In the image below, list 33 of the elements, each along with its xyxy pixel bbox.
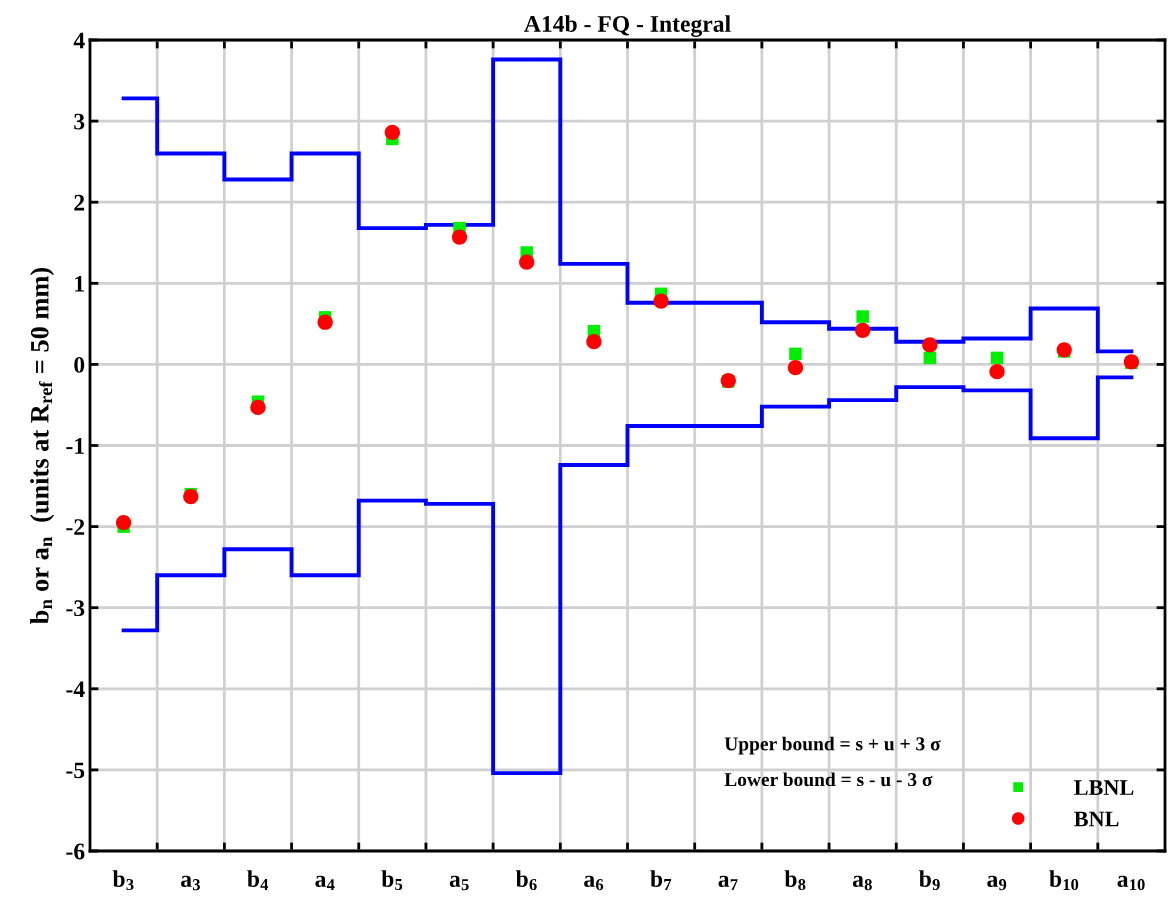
x-tick-label: b$_{9}$ <box>919 870 940 891</box>
y-tick-label: -4 <box>66 681 85 697</box>
legend-label: BNL <box>1074 811 1119 827</box>
x-tick-label: a$_{9}$ <box>987 875 1007 891</box>
x-tick-label: b$_{10}$ <box>1049 870 1079 891</box>
y-tick-label: 2 <box>74 194 85 211</box>
y-tick-label: -3 <box>66 600 85 617</box>
x-tick-label: b$_{6}$ <box>515 870 537 891</box>
x-tick-label: a$_{8}$ <box>852 875 872 891</box>
x-tick-label: a$_{5}$ <box>449 875 469 891</box>
x-tick-label: b$_{3}$ <box>112 870 134 891</box>
x-tick-label: a$_{7}$ <box>718 875 738 891</box>
y-tick-label: 0 <box>74 356 85 373</box>
y-tick-label: -1 <box>66 438 84 454</box>
y-tick-label: -5 <box>66 762 85 779</box>
y-tick-label: -2 <box>66 519 85 535</box>
annotation: Lower bound = s - u - 3 σ <box>724 772 933 787</box>
y-tick-label: 3 <box>74 113 85 130</box>
y-tick-label: 1 <box>75 275 84 292</box>
legend-label: LBNL <box>1074 780 1134 795</box>
x-tick-label: b$_{5}$ <box>381 870 403 891</box>
y-tick-label: -6 <box>66 843 85 860</box>
y-tick-label: 4 <box>73 32 85 49</box>
annotation: Upper bound = s + u + 3 σ <box>724 736 941 755</box>
y-axis-title: b$_{n}$ or a$_{n}$ (units at R$_{ref}$ = 50 mm) <box>30 268 55 624</box>
x-tick-label: b$_{7}$ <box>650 870 672 890</box>
x-tick-label: a$_{10}$ <box>1117 875 1145 891</box>
x-tick-label: a$_{6}$ <box>584 875 604 891</box>
x-tick-label: b$_{4}$ <box>247 870 269 890</box>
x-tick-label: a$_{3}$ <box>181 875 200 891</box>
chart-title: A14b - FQ - Integral <box>524 15 731 37</box>
x-tick-label: a$_{4}$ <box>315 875 335 891</box>
x-tick-label: b$_{8}$ <box>784 870 806 891</box>
